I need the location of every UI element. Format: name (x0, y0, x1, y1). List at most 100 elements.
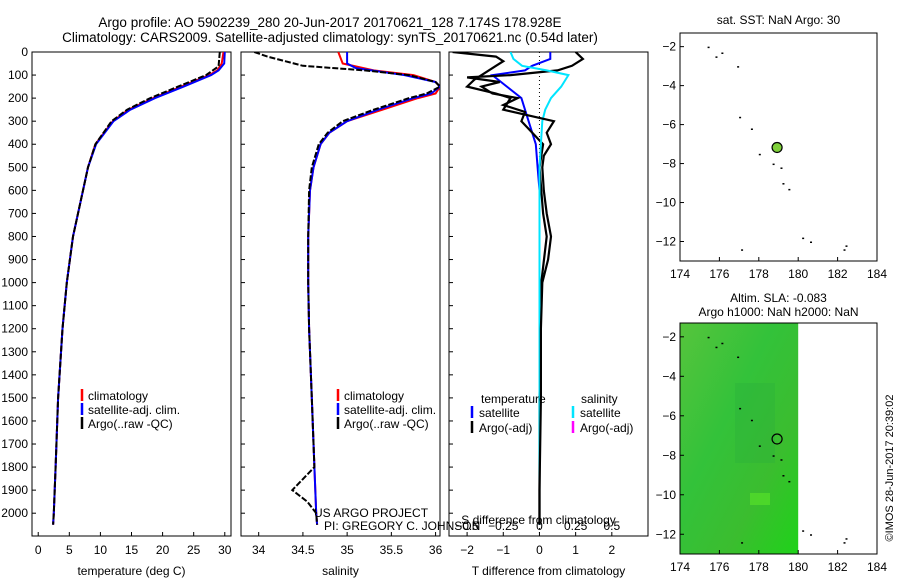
sal-series-0 (307, 52, 440, 525)
diff-series-1 (466, 52, 585, 525)
depth-tick-label: 1600 (1, 414, 28, 428)
island-marker (750, 128, 753, 130)
island-marker (780, 167, 783, 169)
temp-legend-label: climatology (88, 389, 148, 403)
sal-x-tick-label: 35.5 (380, 543, 404, 557)
sla-heatmap (680, 323, 799, 554)
sal-legend-label: Argo(..raw -QC) (344, 417, 429, 431)
depth-tick-label: 1700 (1, 437, 28, 451)
map-y-tick-label: −4 (662, 79, 676, 93)
depth-tick-label: 500 (8, 160, 28, 174)
map-x-tick-label: 184 (867, 267, 887, 281)
island-marker (707, 46, 710, 49)
map-y-tick-label: −4 (662, 369, 676, 383)
island-marker (721, 52, 724, 54)
sal-series-group (253, 52, 440, 525)
sla-heatmap-patch (735, 383, 775, 463)
depth-tick-label: 0 (21, 45, 28, 59)
map-y-tick-label: −10 (656, 196, 677, 210)
argo-float-marker (771, 141, 783, 154)
map-y-tick-label: −8 (662, 157, 676, 171)
imos-timestamp: ©IMOS 28-Jun-2017 20:39:02 (884, 395, 896, 542)
sla-heatmap-patch (750, 493, 770, 505)
island-marker (780, 459, 783, 461)
sal-x-tick-label: 36 (429, 543, 443, 557)
temp-x-tick-label: 5 (66, 543, 73, 557)
map-x-tick-label: 174 (670, 560, 690, 574)
depth-tick-label: 100 (8, 68, 28, 82)
argo-float-marker (771, 433, 783, 445)
island-marker (843, 542, 846, 544)
map-y-tick-label: −6 (662, 118, 676, 132)
depth-tick-label: 2000 (1, 506, 28, 520)
map-x-tick-label: 178 (749, 560, 769, 574)
diff-series-2 (509, 52, 571, 525)
diff-plot-frame (448, 51, 649, 537)
sal-x-tick-label: 34 (252, 543, 266, 557)
sla-map-panel: 174 176 178 180 182 184 −2 −4 −6 −8 −10 −12 Altim. S… (656, 291, 888, 574)
temp-legend-label: Argo(..raw -QC) (88, 417, 173, 431)
island-marker (782, 475, 785, 477)
island-marker (843, 249, 846, 251)
map-y-tick-label: −12 (656, 527, 677, 541)
depth-tick-label: 1300 (1, 345, 28, 359)
sal-x-tick-label: 34.5 (291, 543, 315, 557)
diff-s-tick-label: 0.5 (603, 519, 620, 533)
salinity-panel: 34 34.5 35 35.5 36 salinity climatologysatelli… (240, 51, 443, 578)
depth-tick-label: 1400 (1, 368, 28, 382)
temp-legend-label: satellite-adj. clim. (88, 403, 180, 417)
diff-x-tick-label: 2 (608, 543, 615, 557)
map-x-tick-label: 180 (788, 267, 808, 281)
header-title-line1: Argo profile: AO 5902239_280 20-Jun-2017… (98, 15, 561, 30)
map-x-tick-label: 176 (709, 560, 729, 574)
island-marker (810, 241, 813, 244)
diff-x-tick-label: −1 (496, 543, 510, 557)
island-marker (772, 163, 775, 166)
island-marker (737, 356, 740, 359)
map-frame (679, 32, 878, 262)
map-x-tick-label: 180 (788, 560, 808, 574)
island-marker (758, 153, 761, 156)
temp-x-tick-label: 25 (187, 543, 201, 557)
island-marker (715, 346, 718, 349)
depth-tick-label: 1900 (1, 483, 28, 497)
depth-tick-label: 1100 (2, 299, 28, 313)
temp-series-2 (52, 52, 221, 525)
island-marker (758, 445, 761, 447)
depth-tick-label: 300 (8, 114, 28, 128)
diff-s-tick-label: −0.5 (455, 519, 479, 533)
island-marker (741, 542, 744, 544)
temp-x-tick-label: 30 (218, 543, 232, 557)
island-marker (739, 116, 742, 119)
depth-tick-label: 1000 (1, 276, 28, 290)
map-title: Altim. SLA: -0.083 (730, 291, 827, 305)
depth-tick-label: 700 (8, 206, 28, 220)
credit-pi: PI: GREGORY C. JOHNSON (324, 519, 480, 533)
map-y-tick-label: −12 (656, 235, 677, 249)
island-marker (802, 530, 805, 532)
diff-legend-label: Argo(-adj) (479, 421, 532, 435)
map-x-tick-label: 176 (709, 267, 729, 281)
temp-plot-frame (31, 51, 232, 537)
map-y-tick-label: −8 (662, 448, 676, 462)
map-frame (679, 322, 878, 555)
island-marker (845, 245, 848, 247)
diff-legend-label: satellite (580, 406, 621, 420)
diff-legend-label: Argo(-adj) (580, 421, 633, 435)
diff-x-axis-label: T difference from climatology (472, 564, 626, 578)
diff-series-3 (452, 52, 556, 525)
depth-tick-label: 600 (8, 183, 28, 197)
island-marker (715, 56, 718, 58)
island-marker (845, 538, 848, 540)
sal-x-tick-label: 35 (340, 543, 354, 557)
diff-legend-label: temperature (481, 392, 546, 406)
map-x-tick-label: 184 (867, 560, 887, 574)
sal-series-1 (307, 52, 440, 525)
island-marker (788, 480, 791, 483)
island-marker (750, 419, 753, 422)
map-subtitle: Argo h1000: NaN h2000: NaN (698, 305, 858, 319)
sal-legend-label: climatology (344, 389, 404, 403)
depth-tick-label: 800 (8, 229, 28, 243)
diff-x-tick-label: −2 (460, 543, 474, 557)
